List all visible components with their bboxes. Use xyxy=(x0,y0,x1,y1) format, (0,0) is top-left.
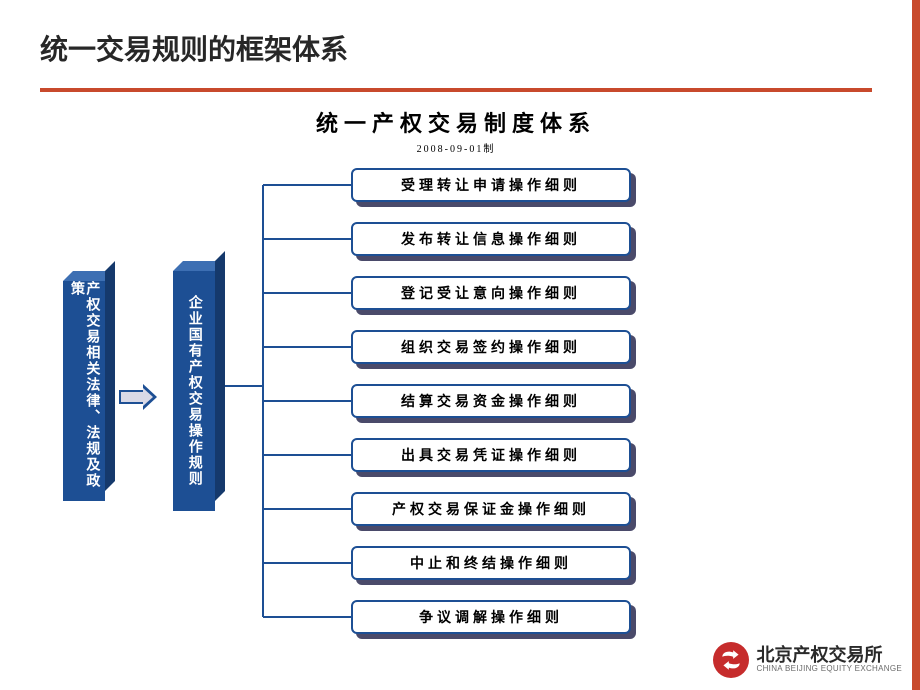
brand-logo: 北京产权交易所 CHINA BEIJING EQUITY EXCHANGE xyxy=(713,642,902,678)
rule-box: 组织交易签约操作细则 xyxy=(351,330,631,364)
source-block-2: 企业国有产权交易操作规则 xyxy=(173,271,215,511)
rule-box: 结算交易资金操作细则 xyxy=(351,384,631,418)
source-block-label: 产权交易相关法律、法规及政策 xyxy=(69,281,100,501)
rule-label: 产权交易保证金操作细则 xyxy=(351,492,631,526)
source-block-label: 企业国有产权交易操作规则 xyxy=(186,295,201,487)
rule-box: 产权交易保证金操作细则 xyxy=(351,492,631,526)
diagram-area: 统一产权交易制度体系 2008-09-01制 产权交易相关法律、法规及政策 企业国… xyxy=(51,106,861,666)
chart-title: 统一产权交易制度体系 xyxy=(51,106,861,138)
rule-label: 受理转让申请操作细则 xyxy=(351,168,631,202)
brand-logo-text: 北京产权交易所 CHINA BEIJING EQUITY EXCHANGE xyxy=(757,646,902,673)
slide-title: 统一交易规则的框架体系 xyxy=(40,28,872,68)
chart-date: 2008-09-01制 xyxy=(51,140,861,155)
rule-box: 受理转让申请操作细则 xyxy=(351,168,631,202)
rule-box: 争议调解操作细则 xyxy=(351,600,631,634)
title-underline xyxy=(40,88,872,92)
brand-name-en: CHINA BEIJING EQUITY EXCHANGE xyxy=(757,665,902,673)
rule-label: 结算交易资金操作细则 xyxy=(351,384,631,418)
accent-side-bar xyxy=(912,0,920,690)
source-block-1: 产权交易相关法律、法规及政策 xyxy=(63,281,105,501)
rule-label: 组织交易签约操作细则 xyxy=(351,330,631,364)
swap-icon xyxy=(718,647,744,673)
rule-label: 中止和终结操作细则 xyxy=(351,546,631,580)
rule-box: 登记受让意向操作细则 xyxy=(351,276,631,310)
rule-label: 发布转让信息操作细则 xyxy=(351,222,631,256)
rule-label: 出具交易凭证操作细则 xyxy=(351,438,631,472)
slide: 统一交易规则的框架体系 统一产权交易制度体系 2008-09-01制 产权交易相… xyxy=(0,0,912,690)
arrow-right-icon xyxy=(119,384,157,410)
rule-box: 出具交易凭证操作细则 xyxy=(351,438,631,472)
rule-label: 登记受让意向操作细则 xyxy=(351,276,631,310)
rule-label: 争议调解操作细则 xyxy=(351,600,631,634)
brand-name-cn: 北京产权交易所 xyxy=(757,646,902,665)
rule-box: 中止和终结操作细则 xyxy=(351,546,631,580)
rule-box: 发布转让信息操作细则 xyxy=(351,222,631,256)
brand-logo-mark xyxy=(713,642,749,678)
